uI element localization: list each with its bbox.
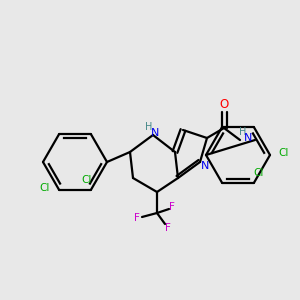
Text: H: H (239, 127, 247, 137)
Text: F: F (165, 223, 171, 233)
Text: Cl: Cl (279, 148, 289, 158)
Text: Cl: Cl (82, 175, 92, 185)
Text: N: N (151, 128, 159, 138)
Text: H: H (145, 122, 153, 132)
Text: Cl: Cl (40, 183, 50, 193)
Text: N: N (244, 133, 252, 143)
Text: O: O (219, 98, 229, 110)
Text: Cl: Cl (254, 168, 264, 178)
Text: F: F (169, 202, 175, 212)
Text: F: F (134, 213, 140, 223)
Text: N: N (201, 161, 209, 171)
